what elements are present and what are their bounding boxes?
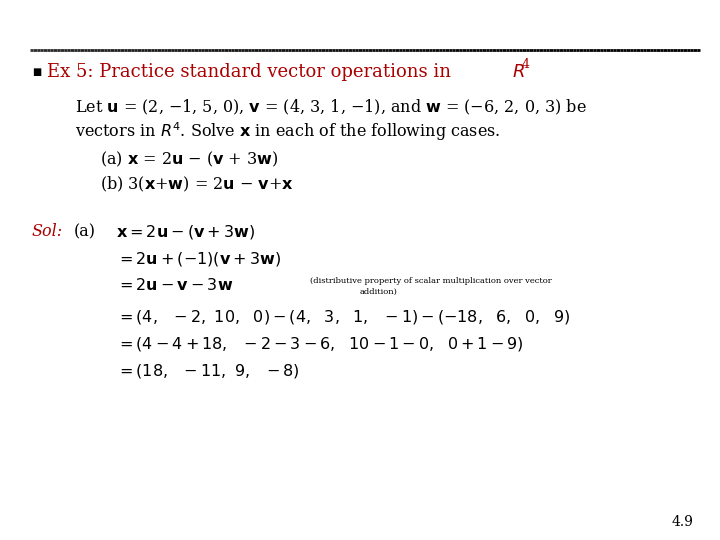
Text: 4.9: 4.9 <box>671 515 693 529</box>
Text: 4: 4 <box>522 57 530 71</box>
Text: Sol:: Sol: <box>32 224 63 240</box>
Text: $R$: $R$ <box>512 63 525 81</box>
Text: $\mathbf{x} = 2\mathbf{u} - (\mathbf{v} + 3\mathbf{w})$: $\mathbf{x} = 2\mathbf{u} - (\mathbf{v} … <box>116 223 256 241</box>
Text: Let $\mathbf{u}$ = (2, $-$1, 5, 0), $\mathbf{v}$ = (4, 3, 1, $-$1), and $\mathbf: Let $\mathbf{u}$ = (2, $-$1, 5, 0), $\ma… <box>75 97 587 117</box>
Text: $= (4-4+18,\ \ -2-3-6,\ \ 10-1-0,\ \ 0+1-9)$: $= (4-4+18,\ \ -2-3-6,\ \ 10-1-0,\ \ 0+1… <box>116 335 524 353</box>
Text: (a) $\mathbf{x}$ = 2$\mathbf{u}$ $-$ ($\mathbf{v}$ + 3$\mathbf{w}$): (a) $\mathbf{x}$ = 2$\mathbf{u}$ $-$ ($\… <box>100 150 279 168</box>
Text: (distributive property of scalar multiplication over vector: (distributive property of scalar multipl… <box>310 277 552 285</box>
Text: (b) 3($\mathbf{x}$+$\mathbf{w}$) = 2$\mathbf{u}$ $-$ $\mathbf{v}$+$\mathbf{x}$: (b) 3($\mathbf{x}$+$\mathbf{w}$) = 2$\ma… <box>100 174 294 194</box>
Text: vectors in $R^4$. Solve $\mathbf{x}$ in each of the following cases.: vectors in $R^4$. Solve $\mathbf{x}$ in … <box>75 120 500 143</box>
Text: Ex 5: Practice standard vector operations in: Ex 5: Practice standard vector operation… <box>47 63 456 81</box>
Text: ■: ■ <box>32 67 41 77</box>
Text: $= (4,\ \ -2,\ 10,\ \ 0) - (4,\ \ 3,\ \ 1,\ \ -1) - (-18,\ \ 6,\ \ 0,\ \ 9)$: $= (4,\ \ -2,\ 10,\ \ 0) - (4,\ \ 3,\ \ … <box>116 308 570 326</box>
Text: (a): (a) <box>74 224 96 240</box>
Text: addition): addition) <box>360 288 398 296</box>
Text: $= 2\mathbf{u} + (-1)(\mathbf{v} + 3\mathbf{w})$: $= 2\mathbf{u} + (-1)(\mathbf{v} + 3\mat… <box>116 250 281 268</box>
Text: $= 2\mathbf{u} - \mathbf{v} - 3\mathbf{w}$: $= 2\mathbf{u} - \mathbf{v} - 3\mathbf{w… <box>116 278 233 294</box>
Text: $= (18,\ \ -11,\ 9,\ \ -8)$: $= (18,\ \ -11,\ 9,\ \ -8)$ <box>116 362 300 380</box>
